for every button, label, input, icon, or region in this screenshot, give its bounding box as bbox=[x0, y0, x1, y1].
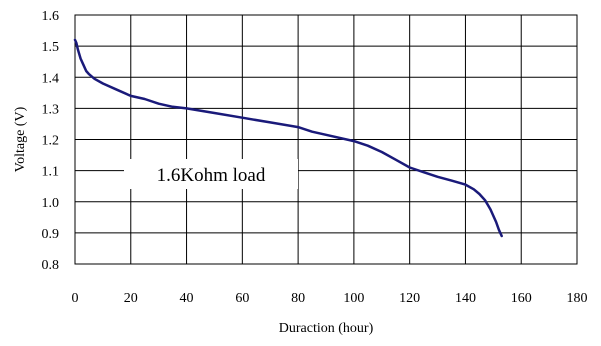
x-tick-label: 0 bbox=[72, 291, 79, 306]
annotation-background bbox=[124, 159, 298, 189]
y-tick-label: 1.3 bbox=[42, 102, 60, 117]
x-tick-label: 120 bbox=[399, 291, 420, 306]
y-tick-label: 1.6 bbox=[42, 9, 60, 24]
x-tick-label: 140 bbox=[455, 291, 476, 306]
y-tick-label: 1.4 bbox=[42, 71, 60, 86]
y-tick-label: 0.8 bbox=[42, 258, 60, 273]
x-axis-tick-labels: 0 20 40 60 80 100 120 140 160 180 bbox=[72, 291, 588, 306]
annotation-box: 1.6Kohm load bbox=[124, 159, 298, 189]
y-tick-label: 1.1 bbox=[42, 165, 60, 180]
x-tick-label: 80 bbox=[291, 291, 305, 306]
x-tick-label: 100 bbox=[343, 291, 364, 306]
y-axis-tick-labels: 0.8 0.9 1.0 1.1 1.2 1.3 1.4 1.5 1.6 bbox=[42, 9, 60, 273]
grid-layer bbox=[75, 15, 577, 264]
series-line-0 bbox=[73, 38, 503, 238]
y-tick-label: 1.5 bbox=[42, 40, 60, 55]
y-tick-label: 0.9 bbox=[42, 227, 60, 242]
x-tick-label: 180 bbox=[567, 291, 588, 306]
x-tick-label: 20 bbox=[124, 291, 138, 306]
x-tick-label: 40 bbox=[180, 291, 194, 306]
plot-area-frame bbox=[74, 14, 578, 265]
x-axis-title: Duraction (hour) bbox=[279, 321, 374, 336]
y-axis-title: Voltage (V) bbox=[13, 106, 28, 172]
x-tick-label: 160 bbox=[511, 291, 532, 306]
y-tick-label: 1.0 bbox=[42, 196, 60, 211]
annotation-label: 1.6Kohm load bbox=[157, 165, 266, 186]
series-layer bbox=[73, 38, 503, 238]
x-tick-label: 60 bbox=[235, 291, 249, 306]
y-tick-label: 1.2 bbox=[42, 134, 60, 149]
